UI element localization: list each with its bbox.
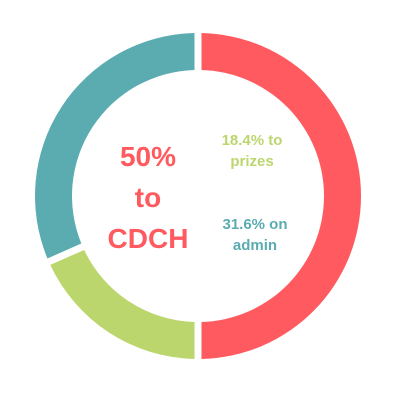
label-admin: 31.6% on admin xyxy=(222,216,287,254)
label-cdch-line-2: to xyxy=(135,182,161,213)
label-cdch: 50% to CDCH xyxy=(108,141,189,254)
label-cdch-line-1: 50% xyxy=(120,141,176,172)
label-prizes-line-2: prizes xyxy=(230,153,273,170)
label-cdch-line-3: CDCH xyxy=(108,223,189,254)
slice-cdch xyxy=(201,33,362,359)
label-prizes: 18.4% to prizes xyxy=(222,132,283,170)
slice-admin xyxy=(35,33,195,259)
donut-slices xyxy=(35,33,362,359)
slice-prizes xyxy=(50,249,195,359)
label-prizes-line-1: 18.4% to xyxy=(222,132,283,149)
label-admin-line-1: 31.6% on xyxy=(222,216,287,233)
label-admin-line-2: admin xyxy=(233,237,277,254)
